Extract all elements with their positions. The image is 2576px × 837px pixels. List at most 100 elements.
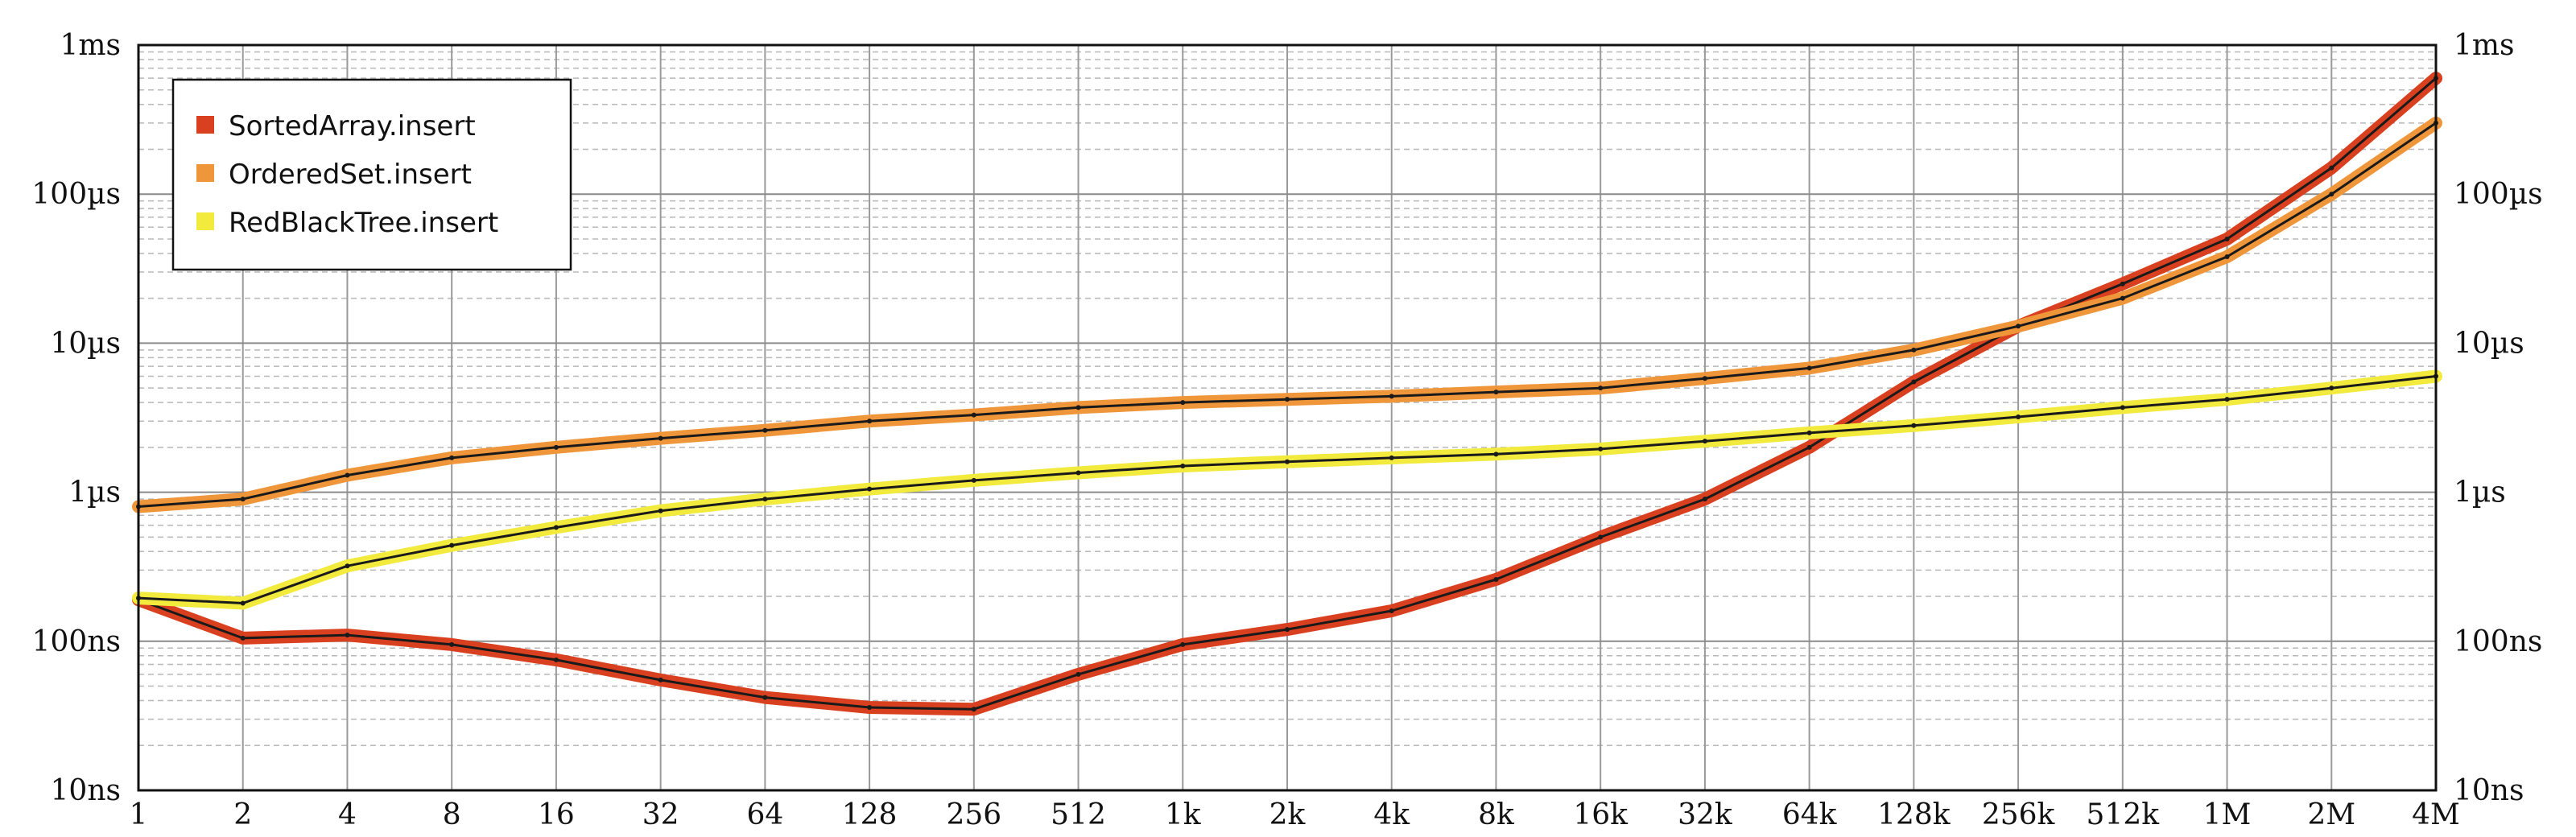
data-point (2224, 397, 2230, 402)
y-tick-label-right: 100µs (2454, 178, 2543, 211)
x-tick-label: 64k (1782, 798, 1838, 831)
data-point (2224, 236, 2230, 241)
data-point (1598, 386, 1604, 391)
data-point (553, 657, 559, 662)
data-point (762, 695, 768, 700)
y-tick-label-left: 100µs (31, 178, 121, 211)
data-point (1285, 397, 1290, 402)
x-tick-label: 8 (443, 798, 461, 831)
data-point (1911, 379, 1917, 385)
data-point (1493, 390, 1499, 395)
y-tick-label-right: 1ms (2454, 29, 2515, 62)
data-point (1180, 641, 1186, 647)
x-tick-label: 4M (2412, 798, 2460, 831)
data-point (971, 707, 976, 712)
x-tick-label: 4 (338, 798, 357, 831)
series-2 (132, 116, 2442, 513)
data-point (240, 600, 246, 606)
data-point (553, 525, 559, 530)
data-point (1702, 439, 1707, 444)
y-tick-label-right: 1µs (2454, 476, 2506, 509)
data-point (345, 472, 350, 478)
x-tick-label: 512k (2087, 798, 2161, 831)
data-point (1389, 608, 1394, 613)
x-tick-label: 2M (2307, 798, 2355, 831)
legend-label-sortedarray: SortedArray.insert (229, 110, 476, 142)
y-tick-label-left: 1ms (60, 29, 121, 62)
data-point (240, 497, 246, 502)
series-layer (132, 72, 2442, 716)
data-point (1389, 455, 1394, 460)
y-tick-label-left: 1µs (68, 476, 121, 509)
legend-swatch-sortedarray (196, 116, 214, 134)
plot-border (137, 43, 2438, 792)
data-point (449, 542, 455, 548)
y-tick-label-left: 10µs (50, 327, 121, 360)
data-point (449, 641, 455, 647)
x-tick-label: 256k (1982, 798, 2056, 831)
x-tick-label: 128 (842, 798, 898, 831)
y-tick-label-left: 100ns (32, 625, 121, 658)
data-point (1285, 459, 1290, 464)
legend-swatch-redblacktree (196, 212, 214, 230)
data-point (1911, 347, 1917, 353)
data-point (1806, 365, 1812, 371)
data-point (2120, 295, 2125, 301)
legend-label-redblacktree: RedBlackTree.insert (229, 207, 498, 239)
y-tick-label-left: 10ns (51, 774, 121, 807)
data-point (1911, 423, 1917, 428)
data-point (867, 418, 873, 424)
legend-item-redblacktree: RedBlackTree.insert (196, 207, 498, 239)
data-point (971, 412, 976, 418)
x-tick-label: 16k (1573, 798, 1629, 831)
legend-label-orderedset: OrderedSet.insert (229, 159, 472, 191)
legend: SortedArray.insert OrderedSet.insert Red… (171, 78, 572, 271)
legend-item-sortedarray: SortedArray.insert (196, 110, 476, 142)
x-tick-label: 16 (538, 798, 575, 831)
x-tick-label: 8k (1478, 798, 1515, 831)
x-tick-label: 1k (1165, 798, 1202, 831)
data-point (658, 508, 663, 513)
x-tick-label: 256 (946, 798, 1001, 831)
data-point (2329, 165, 2334, 171)
data-point (1806, 444, 1812, 450)
y-axis-right-tick-labels: 10ns 100ns 1µs 10µs 100µs 1ms (2454, 29, 2543, 807)
data-point (1598, 446, 1604, 451)
data-point (553, 444, 559, 450)
data-point (1075, 671, 1081, 677)
data-point (971, 477, 976, 483)
data-point (1075, 405, 1081, 410)
data-point (2016, 414, 2021, 420)
data-point (867, 486, 873, 492)
data-point (1285, 627, 1290, 633)
y-tick-label-right: 100ns (2454, 625, 2542, 658)
data-point (1493, 451, 1499, 457)
data-point (1598, 534, 1604, 540)
data-point (762, 497, 768, 502)
data-point (240, 635, 246, 641)
x-tick-label: 1 (130, 798, 148, 831)
x-tick-label: 512 (1051, 798, 1106, 831)
data-point (1180, 463, 1186, 468)
minor-grid (138, 51, 2436, 746)
data-point (345, 633, 350, 638)
data-point (2120, 405, 2125, 410)
x-tick-label: 128k (1877, 798, 1951, 831)
legend-box (171, 78, 572, 271)
data-point (2329, 192, 2334, 197)
data-point (2329, 386, 2334, 391)
data-point (345, 563, 350, 569)
x-tick-label: 2k (1269, 798, 1307, 831)
data-point (449, 455, 455, 460)
data-point (2120, 281, 2125, 287)
x-tick-label: 4k (1373, 798, 1410, 831)
x-axis-tick-labels: 1 2 4 8 16 32 64 128 256 512 1k 2k 4k 8k 16k 32k 64k 128k… (130, 798, 2460, 831)
data-point (2016, 324, 2021, 329)
legend-item-orderedset: OrderedSet.insert (196, 159, 472, 191)
data-point (1702, 497, 1707, 502)
data-point (1180, 400, 1186, 406)
x-tick-label: 64 (746, 798, 783, 831)
y-tick-label-right: 10µs (2454, 327, 2524, 360)
y-axis-left-tick-labels: 10ns 100ns 1µs 10µs 100µs 1ms (31, 29, 121, 807)
